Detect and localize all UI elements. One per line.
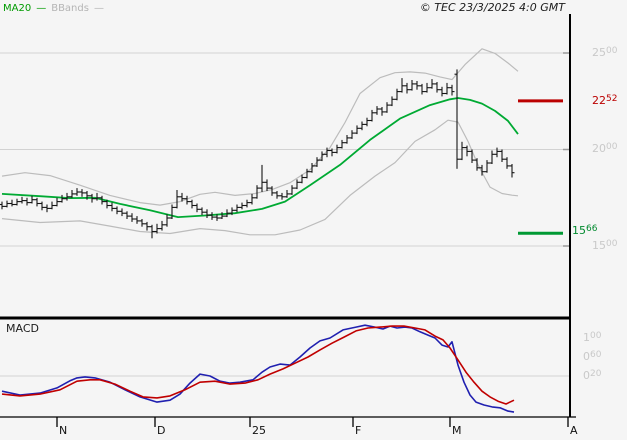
macd-panel-title: MACD <box>6 322 39 335</box>
macd-label-060: 060 <box>583 350 602 363</box>
x-tick-label-dec: D <box>157 424 166 437</box>
x-tick-label-apr: A <box>570 424 578 437</box>
macd-label-020: 020 <box>583 369 602 382</box>
price-label-2500: 2500 <box>592 46 618 59</box>
bbands-legend-label: BBands <box>51 3 89 14</box>
macd-label-100: 100 <box>583 331 602 344</box>
price-label-2252: 2252 <box>592 94 618 107</box>
x-tick-label-feb: F <box>355 424 362 437</box>
x-tick-label-jan25: 25 <box>252 424 266 437</box>
price-label-1566: 1566 <box>572 224 598 237</box>
ma20-legend-dash: — <box>36 3 47 14</box>
copyright-text: © TEC 23/3/2025 4:0 GMT <box>419 1 565 14</box>
x-tick-label-nov: N <box>59 424 68 437</box>
price-label-1500: 1500 <box>592 239 618 252</box>
legend: MA20 — BBands — <box>3 3 109 14</box>
bbands-legend-dash: — <box>93 3 104 14</box>
ma20-legend-label: MA20 <box>3 3 32 14</box>
x-tick-label-mar: M <box>452 424 462 437</box>
price-label-2000: 2000 <box>592 142 618 155</box>
